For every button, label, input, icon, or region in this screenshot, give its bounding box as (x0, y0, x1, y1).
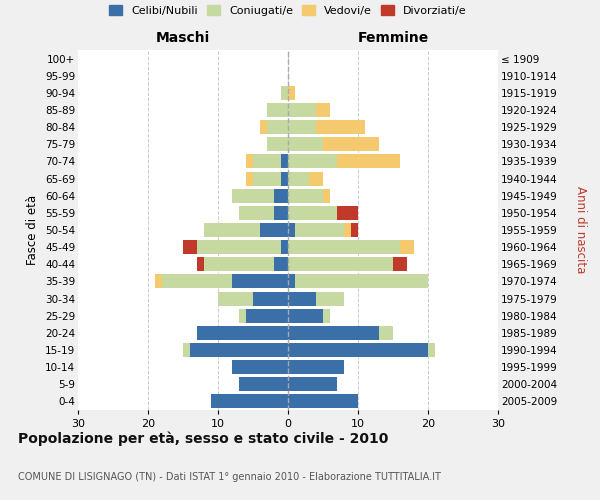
Bar (428, 343, 435, 357)
Bar (337, 154, 400, 168)
Bar (288, 378, 337, 392)
Bar (295, 223, 344, 237)
Bar (211, 394, 288, 408)
Bar (393, 258, 407, 272)
Bar (232, 188, 274, 202)
Bar (288, 86, 295, 100)
Bar (288, 223, 295, 237)
Bar (239, 308, 246, 322)
Legend: Celibi/Nubili, Coniugati/e, Vedovi/e, Divorziati/e: Celibi/Nubili, Coniugati/e, Vedovi/e, Di… (109, 5, 467, 16)
Bar (351, 223, 358, 237)
Bar (232, 360, 288, 374)
Bar (323, 308, 330, 322)
Bar (281, 86, 288, 100)
Bar (288, 274, 295, 288)
Bar (204, 258, 274, 272)
Bar (316, 292, 344, 306)
Bar (288, 326, 379, 340)
Text: COMUNE DI LISIGNAGO (TN) - Dati ISTAT 1° gennaio 2010 - Elaborazione TUTTITALIA.: COMUNE DI LISIGNAGO (TN) - Dati ISTAT 1°… (18, 472, 441, 482)
Bar (400, 240, 414, 254)
Bar (281, 240, 288, 254)
Text: Femmine: Femmine (358, 31, 428, 45)
Bar (253, 172, 281, 185)
Text: Popolazione per età, sesso e stato civile - 2010: Popolazione per età, sesso e stato civil… (18, 431, 388, 446)
Bar (197, 258, 204, 272)
Bar (197, 240, 281, 254)
Bar (288, 103, 316, 117)
Y-axis label: Anni di nascita: Anni di nascita (574, 186, 587, 274)
Bar (197, 326, 288, 340)
Y-axis label: Fasce di età: Fasce di età (26, 195, 40, 265)
Bar (288, 292, 316, 306)
Bar (316, 120, 365, 134)
Bar (316, 103, 330, 117)
Bar (274, 188, 288, 202)
Bar (295, 274, 428, 288)
Bar (232, 274, 288, 288)
Bar (288, 394, 358, 408)
Bar (288, 188, 323, 202)
Bar (288, 343, 428, 357)
Text: Maschi: Maschi (156, 31, 210, 45)
Bar (288, 138, 323, 151)
Bar (183, 240, 197, 254)
Bar (246, 308, 288, 322)
Bar (260, 120, 267, 134)
Bar (253, 154, 281, 168)
Bar (337, 206, 358, 220)
Bar (190, 343, 288, 357)
Bar (288, 154, 337, 168)
Bar (183, 343, 190, 357)
Bar (288, 240, 400, 254)
Bar (267, 138, 288, 151)
Bar (309, 172, 323, 185)
Bar (239, 378, 288, 392)
Bar (281, 172, 288, 185)
Bar (267, 120, 288, 134)
Bar (344, 223, 351, 237)
Bar (204, 223, 260, 237)
Bar (323, 138, 379, 151)
Bar (274, 206, 288, 220)
Bar (260, 223, 288, 237)
Bar (323, 188, 330, 202)
Bar (288, 360, 344, 374)
Bar (246, 172, 253, 185)
Bar (288, 258, 393, 272)
Bar (162, 274, 232, 288)
Bar (288, 206, 337, 220)
Bar (281, 154, 288, 168)
Bar (246, 154, 253, 168)
Bar (253, 292, 288, 306)
Bar (239, 206, 274, 220)
Bar (218, 292, 253, 306)
Bar (155, 274, 162, 288)
Bar (288, 120, 316, 134)
Bar (379, 326, 393, 340)
Bar (288, 172, 309, 185)
Bar (267, 103, 288, 117)
Bar (274, 258, 288, 272)
Bar (288, 308, 323, 322)
